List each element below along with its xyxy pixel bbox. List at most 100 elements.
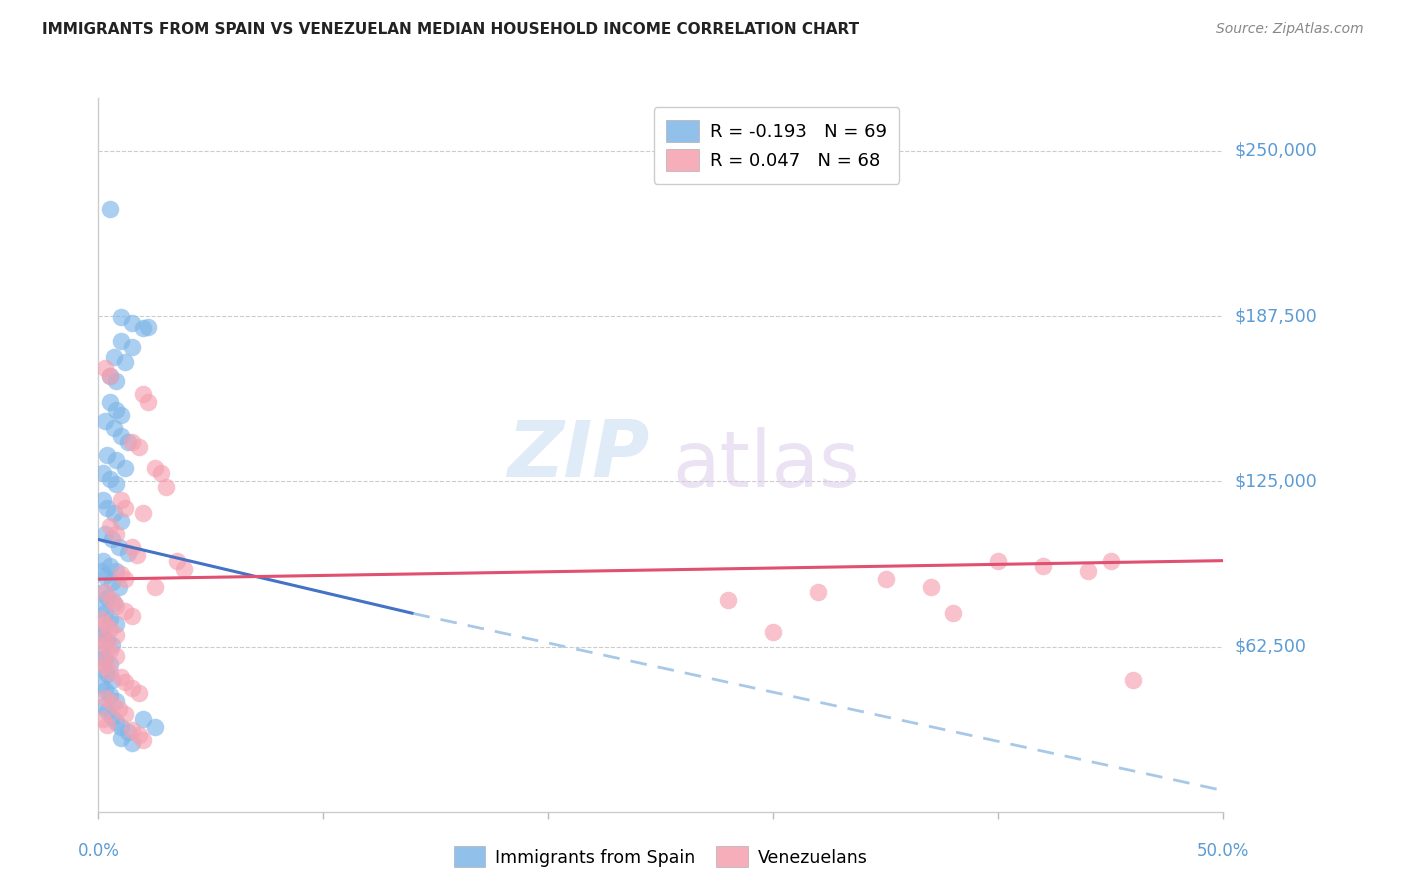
Point (110, 429, 132, 443)
Point (103, 506, 125, 520)
Point (107, 541, 129, 555)
Point (96, 500, 118, 515)
Point (110, 514, 132, 528)
Point (98, 472, 121, 486)
Point (91, 467, 114, 481)
Point (121, 541, 143, 555)
Point (98, 665, 121, 679)
Point (114, 675, 136, 690)
Point (91, 712, 114, 726)
Point (114, 355, 136, 369)
Point (128, 728, 150, 742)
Point (90, 632, 112, 647)
Point (105, 477, 128, 491)
Point (98, 643, 121, 657)
Point (91, 492, 114, 507)
Point (1077, 564, 1099, 578)
Point (101, 709, 124, 723)
Point (110, 566, 132, 581)
Point (101, 533, 124, 547)
Point (101, 638, 124, 652)
Point (121, 434, 143, 449)
Point (96, 448, 118, 462)
Point (105, 453, 128, 467)
Point (101, 574, 124, 589)
Point (132, 506, 155, 520)
Point (105, 374, 128, 388)
Point (110, 492, 132, 507)
Point (105, 403, 128, 417)
Point (98, 519, 121, 533)
Point (110, 409, 132, 423)
Point (128, 686, 150, 700)
Point (98, 689, 121, 703)
Point (1122, 673, 1144, 687)
Point (121, 340, 143, 354)
Point (132, 321, 155, 335)
Point (98, 558, 121, 573)
Point (107, 701, 129, 715)
Point (98, 612, 121, 626)
Point (91, 662, 114, 676)
Point (105, 627, 128, 641)
Point (117, 725, 139, 739)
Point (96, 667, 118, 681)
Point (1099, 554, 1122, 568)
Point (94, 413, 117, 427)
Point (121, 723, 143, 737)
Point (105, 599, 128, 613)
Point (94, 585, 117, 599)
Point (103, 421, 125, 435)
Point (121, 316, 143, 330)
Point (114, 572, 136, 586)
Point (114, 604, 136, 618)
Point (90, 601, 112, 615)
Point (94, 638, 117, 652)
Point (136, 395, 159, 409)
Point (90, 623, 112, 637)
Point (136, 319, 159, 334)
Point (155, 480, 177, 494)
Text: $125,000: $125,000 (1234, 473, 1317, 491)
Text: $187,500: $187,500 (1234, 307, 1317, 326)
Point (101, 697, 124, 711)
Point (105, 564, 128, 578)
Text: 0.0%: 0.0% (77, 842, 120, 860)
Point (98, 368, 121, 383)
Point (94, 360, 117, 375)
Point (143, 580, 166, 594)
Point (90, 654, 112, 668)
Text: $250,000: $250,000 (1234, 142, 1317, 160)
Point (96, 717, 118, 731)
Point (125, 549, 148, 563)
Text: $62,500: $62,500 (1234, 638, 1306, 656)
Point (96, 632, 118, 647)
Point (91, 554, 114, 568)
Point (117, 546, 139, 560)
Point (117, 434, 139, 449)
Point (98, 623, 121, 637)
Point (98, 368, 121, 383)
Point (762, 625, 785, 640)
Point (875, 572, 897, 586)
Point (94, 607, 117, 621)
Point (107, 580, 129, 594)
Point (94, 527, 117, 541)
Point (94, 569, 117, 583)
Point (94, 683, 117, 698)
Point (94, 691, 117, 706)
Point (920, 580, 942, 594)
Point (105, 527, 128, 541)
Legend: Immigrants from Spain, Venezuelans: Immigrants from Spain, Venezuelans (447, 839, 875, 874)
Point (96, 704, 118, 718)
Point (90, 646, 112, 660)
Point (132, 387, 155, 401)
Point (1032, 558, 1054, 573)
Point (105, 617, 128, 632)
Point (91, 698, 114, 713)
Point (121, 609, 143, 624)
Point (110, 720, 132, 734)
Point (114, 461, 136, 475)
Point (90, 564, 112, 578)
Text: ZIP: ZIP (508, 417, 650, 493)
